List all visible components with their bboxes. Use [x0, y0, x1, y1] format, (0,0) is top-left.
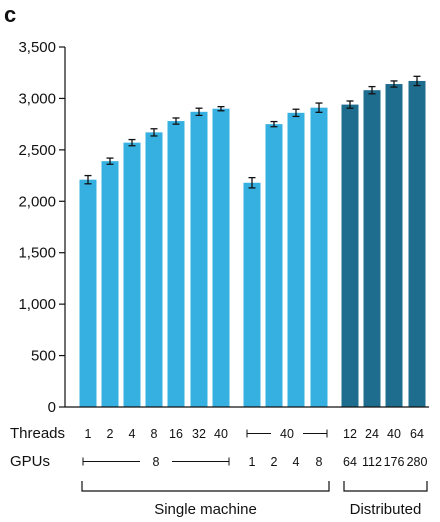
bar [408, 80, 426, 407]
bar [265, 124, 283, 408]
group-label: Distributed [350, 501, 422, 518]
bar [243, 182, 261, 407]
threads-value: 4 [129, 427, 136, 441]
bar [190, 111, 208, 408]
group-label: Single machine [154, 501, 257, 518]
threads-value: 12 [343, 427, 357, 441]
gpus-value: 64 [343, 455, 357, 469]
threads-value: 64 [410, 427, 424, 441]
threads-value: 32 [192, 427, 206, 441]
y-tick-label: 2,000 [18, 193, 56, 210]
group-bracket [81, 481, 330, 492]
threads-row-label: Threads [10, 425, 65, 442]
threads-value: 40 [387, 427, 401, 441]
gpus-value: 280 [407, 455, 428, 469]
threads-value: 8 [151, 427, 158, 441]
y-tick-label: 1,500 [18, 245, 56, 262]
panel-label: c [4, 2, 16, 27]
y-tick-label: 3,000 [18, 90, 56, 107]
gpus-value: 2 [271, 455, 278, 469]
gpus-value: 176 [384, 455, 405, 469]
y-tick-label: 0 [48, 399, 56, 416]
gpus-value: 1 [249, 455, 256, 469]
bar [341, 104, 359, 407]
y-axis: 0 500 1,000 1,500 2,000 2,500 3,000 3,500 [18, 39, 66, 416]
gpus-span-label: 8 [153, 455, 160, 469]
threads-value: 16 [169, 427, 183, 441]
bar [123, 142, 141, 407]
y-tick-label: 1,000 [18, 296, 56, 313]
bar [167, 121, 185, 408]
threads-value: 1 [85, 427, 92, 441]
gpus-row-label: GPUs [10, 453, 50, 470]
gpus-value: 4 [293, 455, 300, 469]
group-bracket [343, 481, 428, 492]
threads-value: 40 [214, 427, 228, 441]
y-tick-label: 3,500 [18, 39, 56, 56]
gpus-value: 112 [362, 455, 382, 469]
bars [65, 75, 429, 408]
threads-span-label: 40 [280, 427, 294, 441]
gpus-value: 8 [316, 455, 323, 469]
bar [145, 132, 163, 407]
group-brackets: Single machine Distributed [81, 481, 428, 518]
y-tick-label: 500 [31, 348, 56, 365]
bar [385, 84, 403, 408]
y-tick-label: 2,500 [18, 142, 56, 159]
bar [363, 90, 381, 407]
bar [310, 107, 328, 407]
bar [101, 161, 119, 407]
bar [212, 108, 230, 407]
threads-value: 2 [107, 427, 114, 441]
bar [79, 179, 97, 407]
bar [287, 112, 305, 407]
threads-value: 24 [365, 427, 379, 441]
